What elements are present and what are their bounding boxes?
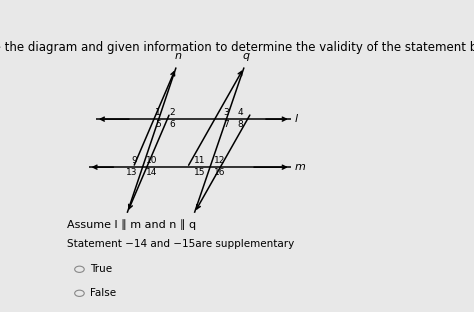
Text: Statement −14 and −15are supplementary: Statement −14 and −15are supplementary: [66, 239, 294, 249]
Text: Use the diagram and given information to determine the validity of the statement: Use the diagram and given information to…: [0, 41, 474, 54]
Text: Assume l ∥ m and n ∥ q: Assume l ∥ m and n ∥ q: [66, 219, 196, 230]
Text: 7: 7: [223, 120, 229, 129]
Text: 2: 2: [170, 108, 175, 116]
Text: 15: 15: [193, 168, 205, 178]
Text: 11: 11: [193, 156, 205, 164]
Text: 16: 16: [214, 168, 225, 178]
Text: True: True: [91, 264, 113, 274]
Text: l: l: [295, 114, 298, 124]
Text: 4: 4: [237, 108, 243, 116]
Text: False: False: [91, 288, 117, 298]
Text: 9: 9: [131, 156, 137, 164]
Text: q: q: [242, 51, 249, 61]
Text: 14: 14: [146, 168, 157, 178]
Text: 3: 3: [223, 108, 229, 116]
Text: 5: 5: [155, 120, 161, 129]
Text: 12: 12: [214, 156, 225, 164]
Text: 1: 1: [155, 108, 161, 116]
Text: 6: 6: [170, 120, 175, 129]
Text: m: m: [295, 162, 306, 172]
Text: n: n: [174, 51, 182, 61]
Text: 8: 8: [237, 120, 243, 129]
Text: 10: 10: [146, 156, 157, 164]
Text: 13: 13: [126, 168, 137, 178]
